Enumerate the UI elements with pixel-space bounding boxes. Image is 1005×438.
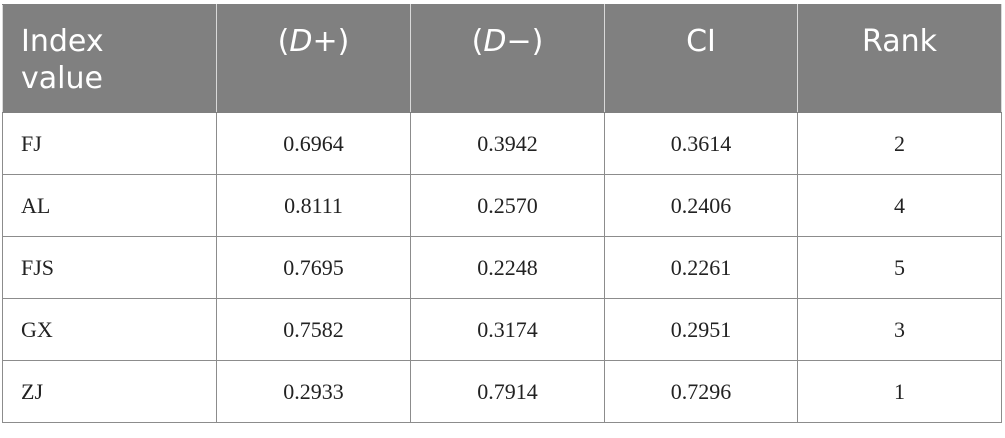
cell-d-plus: 0.6964 <box>216 112 411 175</box>
table-row: FJS 0.7695 0.2248 0.2261 5 <box>2 236 1002 299</box>
cell-rank: 3 <box>797 298 1002 361</box>
cell-ci: 0.2951 <box>604 298 798 361</box>
header-rank: Rank <box>797 4 1002 113</box>
header-d-plus-var: D <box>289 24 313 59</box>
cell-d-plus: 0.7695 <box>216 236 411 299</box>
header-d-minus: (D−) <box>410 4 605 113</box>
cell-d-minus: 0.2570 <box>410 174 605 237</box>
cell-ci: 0.7296 <box>604 360 798 423</box>
cell-d-plus: 0.7582 <box>216 298 411 361</box>
header-d-plus-open: ( <box>277 24 290 59</box>
header-index-value-label: Index value <box>21 24 104 96</box>
header-d-minus-open: ( <box>471 24 484 59</box>
header-ci-label: CI <box>686 24 716 59</box>
header-ci: CI <box>604 4 798 113</box>
header-rank-label: Rank <box>862 24 937 59</box>
cell-d-minus: 0.7914 <box>410 360 605 423</box>
header-index-value: Index value <box>2 4 217 113</box>
cell-index: FJS <box>2 236 217 299</box>
cell-rank: 1 <box>797 360 1002 423</box>
cell-index: GX <box>2 298 217 361</box>
header-d-minus-close: −) <box>506 24 544 59</box>
header-d-plus: (D+) <box>216 4 411 113</box>
table-row: GX 0.7582 0.3174 0.2951 3 <box>2 298 1002 361</box>
cell-rank: 4 <box>797 174 1002 237</box>
cell-d-minus: 0.2248 <box>410 236 605 299</box>
cell-index: ZJ <box>2 360 217 423</box>
cell-index: AL <box>2 174 217 237</box>
results-table: Index value (D+) (D−) CI Rank FJ 0.6964 … <box>2 4 1002 423</box>
cell-ci: 0.2261 <box>604 236 798 299</box>
cell-ci: 0.3614 <box>604 112 798 175</box>
cell-ci: 0.2406 <box>604 174 798 237</box>
cell-d-minus: 0.3174 <box>410 298 605 361</box>
header-d-plus-close: +) <box>312 24 350 59</box>
table-row: ZJ 0.2933 0.7914 0.7296 1 <box>2 360 1002 423</box>
header-d-minus-var: D <box>483 24 507 59</box>
table-row: FJ 0.6964 0.3942 0.3614 2 <box>2 112 1002 175</box>
cell-index: FJ <box>2 112 217 175</box>
cell-d-plus: 0.2933 <box>216 360 411 423</box>
cell-d-minus: 0.3942 <box>410 112 605 175</box>
cell-d-plus: 0.8111 <box>216 174 411 237</box>
cell-rank: 2 <box>797 112 1002 175</box>
cell-rank: 5 <box>797 236 1002 299</box>
table-row: AL 0.8111 0.2570 0.2406 4 <box>2 174 1002 237</box>
header-row: Index value (D+) (D−) CI Rank <box>2 4 1002 113</box>
